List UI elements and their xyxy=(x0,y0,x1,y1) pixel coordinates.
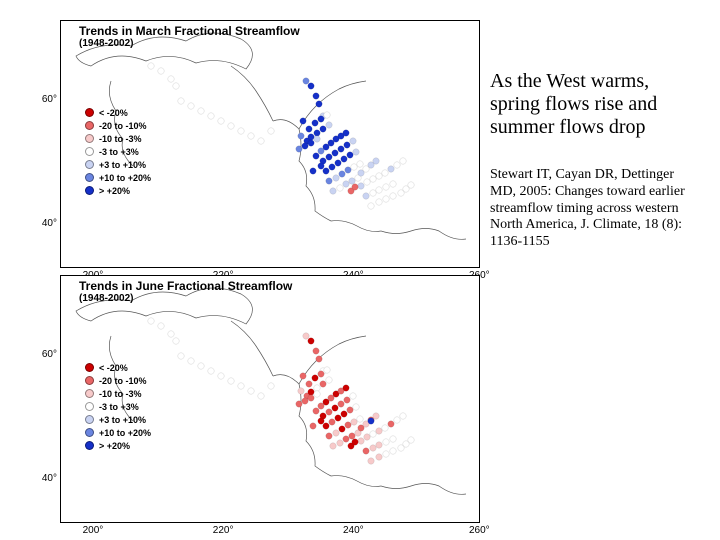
legend-dot-icon xyxy=(85,402,94,411)
map-subtitle-june: (1948-2002) xyxy=(79,293,133,304)
legend-dot-icon xyxy=(85,173,94,182)
legend-label: -20 to -10% xyxy=(99,376,147,386)
y-tick: 40° xyxy=(37,473,57,484)
x-tick: 200° xyxy=(83,525,104,536)
legend-dot-icon xyxy=(85,441,94,450)
legend-row: -20 to -10% xyxy=(85,374,151,387)
y-tick: 40° xyxy=(37,218,57,229)
legend-dot-icon xyxy=(85,160,94,169)
legend-row: -3 to +3% xyxy=(85,400,151,413)
legend-label: > +20% xyxy=(99,441,130,451)
legend-label: -10 to -3% xyxy=(99,389,142,399)
legend-dot-icon xyxy=(85,363,94,372)
x-tick: 260° xyxy=(469,525,490,536)
legend-row: > +20% xyxy=(85,184,151,197)
legend-row: -10 to -3% xyxy=(85,132,151,145)
legend-row: +3 to +10% xyxy=(85,158,151,171)
map-panel-june: Trends in June Fractional Streamflow (19… xyxy=(60,275,480,523)
legend-dot-icon xyxy=(85,389,94,398)
legend-label: < -20% xyxy=(99,108,128,118)
legend-row: < -20% xyxy=(85,361,151,374)
text-area: As the West warms, spring flows rise and… xyxy=(490,70,700,251)
citation-text: Stewart IT, Cayan DR, Dettinger MD, 2005… xyxy=(490,167,700,251)
legend-label: -3 to +3% xyxy=(99,402,139,412)
map-title-june: Trends in June Fractional Streamflow xyxy=(79,279,292,293)
legend-dot-icon xyxy=(85,186,94,195)
heading-text: As the West warms, spring flows rise and… xyxy=(490,70,700,139)
legend-row: +10 to +20% xyxy=(85,171,151,184)
legend-label: > +20% xyxy=(99,186,130,196)
legend-row: -3 to +3% xyxy=(85,145,151,158)
legend-march: < -20% -20 to -10% -10 to -3% -3 to +3% +3 t… xyxy=(85,106,151,197)
legend-label: -10 to -3% xyxy=(99,134,142,144)
legend-row: < -20% xyxy=(85,106,151,119)
legend-label: +3 to +10% xyxy=(99,160,146,170)
legend-dot-icon xyxy=(85,108,94,117)
legend-label: +3 to +10% xyxy=(99,415,146,425)
legend-label: -20 to -10% xyxy=(99,121,147,131)
legend-dot-icon xyxy=(85,428,94,437)
y-tick: 60° xyxy=(37,349,57,360)
y-tick: 60° xyxy=(37,94,57,105)
map-subtitle-march: (1948-2002) xyxy=(79,38,133,49)
legend-label: -3 to +3% xyxy=(99,147,139,157)
x-tick: 220° xyxy=(213,525,234,536)
legend-june: < -20% -20 to -10% -10 to -3% -3 to +3% +3 t… xyxy=(85,361,151,452)
legend-label: < -20% xyxy=(99,363,128,373)
legend-dot-icon xyxy=(85,376,94,385)
legend-dot-icon xyxy=(85,147,94,156)
legend-dot-icon xyxy=(85,121,94,130)
legend-row: +10 to +20% xyxy=(85,426,151,439)
legend-row: +3 to +10% xyxy=(85,413,151,426)
legend-dot-icon xyxy=(85,415,94,424)
legend-row: -20 to -10% xyxy=(85,119,151,132)
legend-label: +10 to +20% xyxy=(99,173,151,183)
x-tick: 240° xyxy=(343,525,364,536)
legend-row: > +20% xyxy=(85,439,151,452)
legend-label: +10 to +20% xyxy=(99,428,151,438)
maps-area: Trends in March Fractional Streamflow (1… xyxy=(60,20,480,525)
legend-dot-icon xyxy=(85,134,94,143)
legend-row: -10 to -3% xyxy=(85,387,151,400)
map-panel-march: Trends in March Fractional Streamflow (1… xyxy=(60,20,480,268)
map-title-march: Trends in March Fractional Streamflow xyxy=(79,24,300,38)
